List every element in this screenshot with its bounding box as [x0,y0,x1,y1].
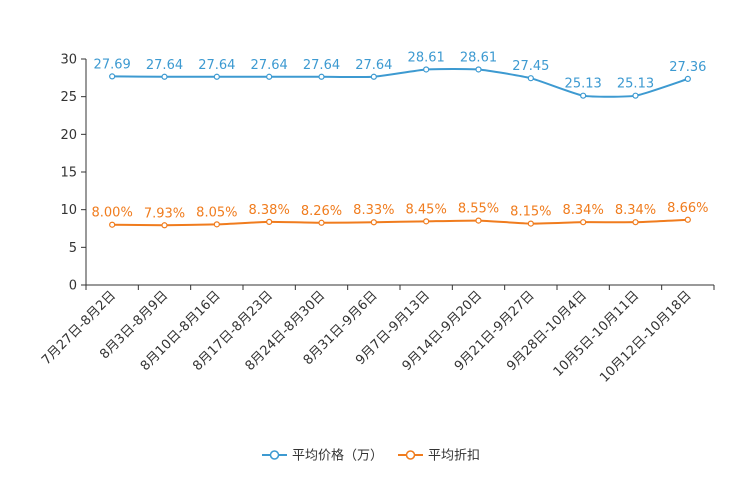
data-label: 27.69 [94,57,131,72]
data-label: 8.05% [196,205,237,220]
data-label: 27.64 [303,58,340,73]
data-label: 8.66% [667,201,708,216]
data-point [370,73,377,80]
data-label: 8.45% [406,202,447,217]
data-point [684,75,691,82]
series-layer: 27.69 27.64 27.64 27.64 27.64 27.64 28.61 28.61… [92,50,708,229]
y-tick-label: 5 [69,241,77,256]
data-point [475,217,482,224]
data-point [527,220,534,227]
data-label: 27.64 [198,58,235,73]
legend-item-avg-discount: 平均折扣 [398,449,480,464]
series-line [112,218,688,227]
data-point [161,222,168,229]
data-point [684,216,691,223]
data-point [527,75,534,82]
data-label: 8.34% [615,203,656,218]
data-label: 25.13 [617,77,654,92]
data-label: 8.55% [458,202,499,217]
data-point [632,92,639,99]
y-tick-label: 15 [60,166,77,181]
y-tick-label: 25 [60,90,77,105]
legend: 平均价格（万） 平均折扣 [262,448,480,464]
data-point [475,66,482,73]
data-point [370,219,377,226]
data-label: 8.33% [353,203,394,218]
data-point [266,218,273,225]
data-point [161,73,168,80]
data-point [318,73,325,80]
y-tick-label: 30 [60,53,77,68]
data-point [423,218,430,225]
data-label: 27.45 [512,59,549,74]
data-label: 7.93% [144,206,185,221]
data-label: 8.26% [301,204,342,219]
data-point [318,219,325,226]
data-label: 8.00% [92,206,133,221]
data-label: 27.64 [146,58,183,73]
data-label: 28.61 [460,50,497,65]
data-label: 8.34% [563,203,604,218]
y-tick-label: 10 [60,203,77,218]
data-point [580,92,587,99]
y-tick-label: 0 [69,279,77,294]
data-label: 8.15% [510,205,551,220]
y-tick-label: 20 [60,128,77,143]
series-avg-discount: 8.00% 7.93% 8.05% 8.38% 8.26% 8.33% 8.45% 8.55%… [92,201,708,229]
data-point [632,219,639,226]
data-point [109,73,116,80]
data-label: 27.64 [355,58,392,73]
data-label: 8.38% [249,203,290,218]
axes: 0510152025307月27日-8月2日8月3日-8月9日8月10日-8月1… [39,53,715,386]
legend-marker [405,450,416,460]
data-point [213,221,220,228]
legend-marker [269,450,280,460]
x-tick-label: 10月12日-10月18日 [597,288,694,385]
data-point [580,219,587,226]
legend-label: 平均折扣 [428,449,480,464]
data-label: 27.36 [669,60,706,75]
legend-label: 平均价格（万） [292,448,383,464]
data-point [423,66,430,73]
data-label: 28.61 [408,50,445,65]
data-label: 27.64 [251,58,288,73]
data-label: 25.13 [565,77,602,92]
data-point [213,73,220,80]
data-point [266,73,273,80]
series-avg-price: 27.69 27.64 27.64 27.64 27.64 27.64 28.61 28.61… [94,50,706,99]
data-point [109,221,116,228]
legend-item-avg-price: 平均价格（万） [262,448,383,464]
